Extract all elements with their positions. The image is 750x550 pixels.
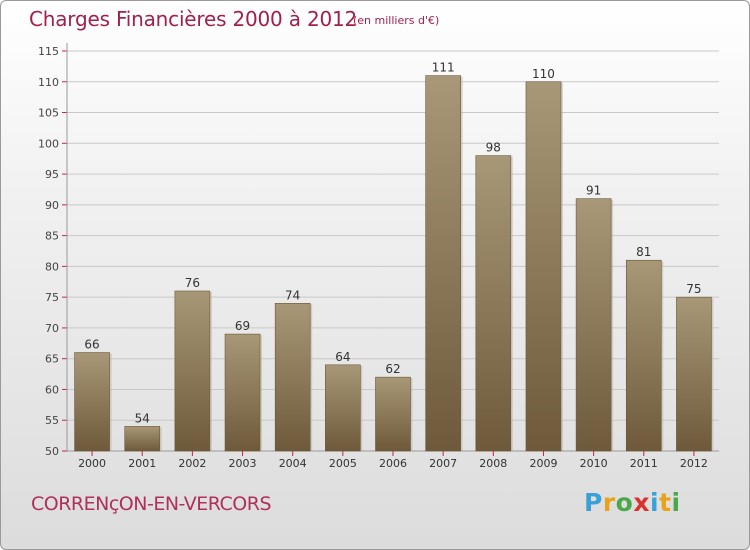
y-tick-label: 60 — [45, 383, 59, 396]
y-tick-label: 70 — [45, 322, 59, 335]
bar-2006 — [375, 376, 411, 452]
data-label: 69 — [235, 319, 250, 333]
x-tick-label: 2005 — [329, 457, 357, 470]
y-tick-label: 50 — [45, 445, 59, 458]
data-label: 74 — [285, 288, 300, 302]
bars — [74, 75, 714, 452]
data-label: 75 — [686, 282, 701, 296]
brand-logo: Proxiti — [584, 488, 681, 517]
y-tick-label: 85 — [45, 230, 59, 243]
x-tick-label: 2011 — [630, 457, 658, 470]
data-label: 62 — [385, 362, 400, 376]
data-label: 81 — [636, 245, 651, 259]
data-label: 110 — [532, 67, 555, 81]
data-label: 91 — [586, 184, 601, 198]
y-tick-label: 115 — [38, 45, 59, 58]
chart-subtitle: (en milliers d'€) — [353, 14, 440, 27]
x-tick-label: 2007 — [429, 457, 457, 470]
y-tick-label: 105 — [38, 107, 59, 120]
data-label: 76 — [185, 276, 200, 290]
x-tick-label: 2012 — [680, 457, 708, 470]
chart-title: Charges Financières 2000 à 2012 — [29, 7, 358, 31]
bar-2004 — [274, 303, 311, 452]
bar-2010 — [575, 198, 612, 452]
y-tick-label: 90 — [45, 199, 59, 212]
bar-2003 — [224, 333, 261, 452]
bar-2009 — [525, 81, 562, 452]
x-tick-label: 2000 — [78, 457, 106, 470]
bar-2001 — [124, 426, 161, 452]
y-tick-label: 55 — [45, 414, 59, 427]
data-label: 98 — [486, 141, 501, 155]
data-label: 66 — [84, 338, 99, 352]
bar-2005 — [325, 364, 361, 452]
y-tick-label: 100 — [38, 137, 59, 150]
bar-2000 — [74, 352, 110, 452]
bar-2011 — [625, 259, 662, 452]
y-tick-label: 75 — [45, 291, 59, 304]
x-tick-label: 2001 — [128, 457, 156, 470]
x-tick-label: 2004 — [279, 457, 307, 470]
data-label: 111 — [432, 61, 455, 75]
x-tick-label: 2002 — [178, 457, 206, 470]
data-label: 64 — [335, 350, 350, 364]
x-tick-label: 2006 — [379, 457, 407, 470]
y-tick-label: 95 — [45, 168, 59, 181]
x-tick-label: 2010 — [580, 457, 608, 470]
data-labels: 66 54 76 69 74 64 62 111 98 110 91 81 75 — [84, 61, 701, 426]
data-label: 54 — [135, 411, 150, 425]
x-tick-label: 2003 — [229, 457, 257, 470]
x-tick-label: 2008 — [479, 457, 507, 470]
y-tick-label: 110 — [38, 76, 59, 89]
y-tick-label: 80 — [45, 260, 59, 273]
location-name: CORRENçON-EN-VERCORS — [31, 493, 272, 515]
y-tick-label: 65 — [45, 353, 59, 366]
bar-2012 — [676, 296, 712, 452]
x-tick-label: 2009 — [529, 457, 557, 470]
bar-2002 — [174, 290, 211, 452]
bar-2007 — [425, 75, 461, 452]
bar-2008 — [475, 155, 512, 452]
